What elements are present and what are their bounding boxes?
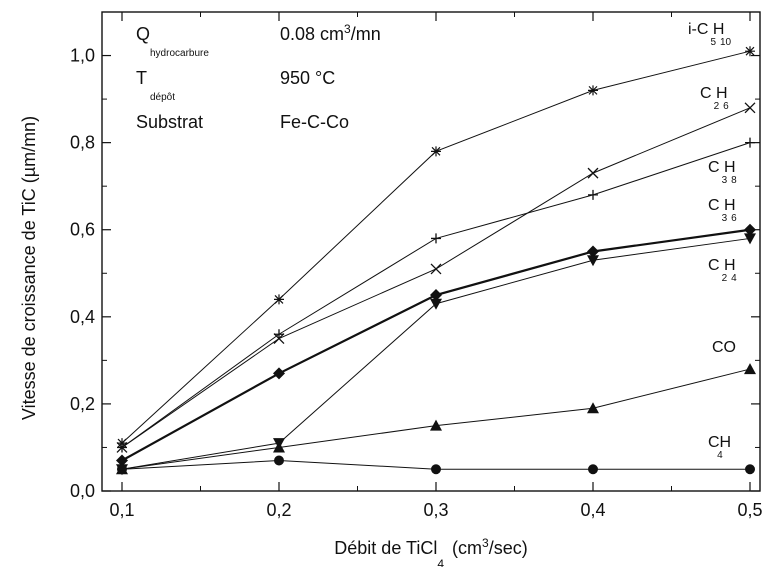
- series-label-0: i-C H 5 10: [688, 21, 732, 48]
- annotation-value: 950 °C: [280, 68, 335, 88]
- x-axis-label-unit: (cm: [452, 538, 482, 558]
- x-axis-label-unit-post: /sec): [489, 538, 528, 558]
- series-5: [116, 363, 756, 475]
- annotation-value: Fe-C-Co: [280, 112, 349, 132]
- y-tick-label: 0,0: [70, 481, 95, 501]
- data-point-star: [745, 46, 755, 57]
- data-point-cross: [744, 102, 756, 114]
- annotation-label: T: [136, 68, 147, 88]
- series-line: [121, 107, 751, 448]
- data-point-triangle-up: [744, 363, 756, 375]
- data-point-plus: [745, 137, 755, 148]
- plot-frame: [101, 11, 761, 492]
- data-point-diamond: [430, 289, 442, 302]
- data-point-circle: [588, 464, 598, 475]
- data-point-circle: [274, 455, 284, 466]
- series-labels: i-C H 5 10 C H 2 6 C H 3 8 C H 3 6 C H 2 4 CO CH 4: [688, 21, 737, 461]
- data-point-diamond: [587, 245, 599, 258]
- y-tick-label: 0,2: [70, 394, 95, 414]
- data-point-triangle-down: [587, 255, 599, 267]
- data-point-circle: [117, 464, 127, 475]
- annotation-subscript: dépôt: [150, 92, 175, 103]
- x-axis-label-main: Débit de TiCl: [334, 538, 437, 558]
- data-point-plus: [431, 233, 441, 244]
- series-line: [121, 237, 751, 470]
- x-tick-label: 0,4: [580, 500, 605, 520]
- x-tick-label: 0,3: [423, 500, 448, 520]
- data-point-plus: [588, 189, 598, 200]
- annotation-subscript: hydrocarbure: [150, 48, 209, 59]
- data-point-circle: [431, 464, 441, 475]
- x-axis-label-sub: 4: [437, 557, 444, 567]
- series-line: [121, 368, 751, 470]
- data-point-star: [588, 85, 598, 96]
- data-point-triangle-up: [587, 402, 599, 414]
- series-0: [117, 46, 755, 449]
- data-point-triangle-down: [744, 233, 756, 245]
- data-point-triangle-up: [430, 419, 442, 431]
- series-group: [116, 46, 756, 476]
- series-line: [121, 50, 751, 444]
- y-tick-label: 0,6: [70, 220, 95, 240]
- annotation-label: Substrat: [136, 112, 203, 132]
- y-tick-label: 0,8: [70, 133, 95, 153]
- series-6: [117, 455, 755, 475]
- data-point-cross: [587, 167, 599, 179]
- y-tick-label: 0,4: [70, 307, 95, 327]
- series-2: [117, 137, 755, 453]
- data-point-diamond: [116, 454, 128, 467]
- y-axis-label: Vitesse de croissance de TiC (µm/mn): [19, 116, 39, 420]
- data-point-star: [274, 294, 284, 305]
- series-label-5: CO: [712, 339, 736, 356]
- annotation-label: Q: [136, 24, 150, 44]
- series-label-6: CH 4: [708, 434, 731, 461]
- axis-ticks: 0,1 0,2 0,3 0,4 0,5 0,0 0,2 0,4 0,6 0,8 1,0: [70, 11, 763, 520]
- x-axis-label-unit-sup: 3: [482, 536, 489, 550]
- x-tick-label: 0,1: [109, 500, 134, 520]
- data-point-cross: [430, 263, 442, 275]
- x-tick-label: 0,2: [266, 500, 291, 520]
- annotation-value: 0.08 cm3/mn: [280, 22, 381, 44]
- x-axis-label: Débit de TiCl4 (cm3/sec): [334, 536, 527, 567]
- series-3: [116, 223, 756, 467]
- y-tick-label: 1,0: [70, 46, 95, 66]
- data-point-diamond: [744, 223, 756, 236]
- data-point-plus: [274, 329, 284, 340]
- data-point-plus: [117, 442, 127, 453]
- data-point-star: [431, 146, 441, 157]
- data-point-triangle-up: [273, 441, 285, 453]
- x-tick-label: 0,5: [737, 500, 762, 520]
- data-point-triangle-down: [430, 298, 442, 310]
- data-point-circle: [745, 464, 755, 475]
- data-point-diamond: [273, 367, 285, 380]
